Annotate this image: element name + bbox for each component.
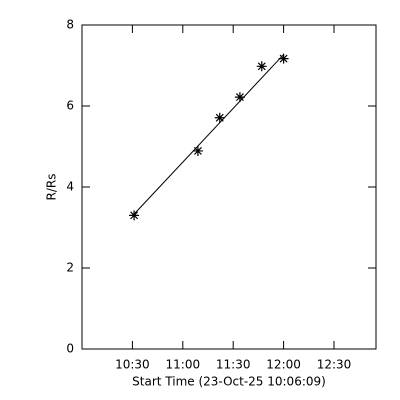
data-point [192, 145, 203, 156]
x-tick-label: 10:30 [115, 358, 150, 372]
y-axis-label: R/Rs [45, 174, 59, 201]
y-tick-label: 2 [66, 261, 74, 275]
plot-frame [81, 24, 377, 350]
fit-line [133, 54, 284, 215]
data-point [129, 210, 140, 221]
x-axis-label: Start Time (23-Oct-25 10:06:09) [132, 375, 326, 389]
data-point [278, 53, 289, 64]
data-point [214, 112, 225, 123]
y-tick-label: 4 [66, 180, 74, 194]
x-tick-label: 11:30 [216, 358, 251, 372]
x-tick-label: 12:30 [317, 358, 352, 372]
y-tick-label: 0 [66, 342, 74, 356]
data-point [256, 61, 267, 72]
y-tick-label: 6 [66, 99, 74, 113]
y-tick-label: 8 [66, 18, 74, 32]
x-tick-label: 11:00 [166, 358, 201, 372]
x-tick-label: 12:00 [266, 358, 301, 372]
data-point [234, 92, 245, 103]
